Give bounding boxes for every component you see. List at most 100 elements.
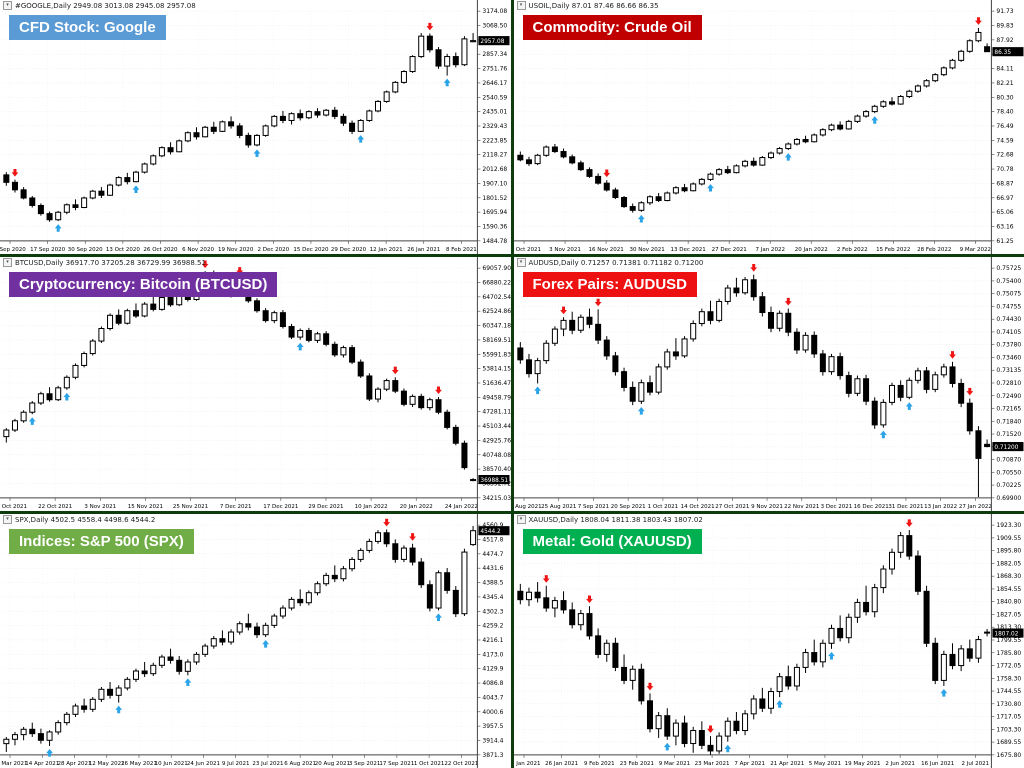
svg-text:30 Nov 2021: 30 Nov 2021 [629, 247, 665, 253]
svg-text:15 Dec 2020: 15 Dec 2020 [293, 247, 329, 253]
svg-text:23 Feb 2021: 23 Feb 2021 [619, 761, 654, 767]
svg-text:19 Nov 2020: 19 Nov 2020 [218, 247, 254, 253]
svg-text:16 Jun 2021: 16 Jun 2021 [921, 761, 955, 767]
svg-text:55991.83: 55991.83 [482, 351, 510, 358]
svg-text:10 Jun 2021: 10 Jun 2021 [155, 761, 189, 767]
svg-text:15 Feb 2022: 15 Feb 2022 [876, 247, 910, 253]
svg-text:1 Oct 2021: 1 Oct 2021 [414, 761, 445, 767]
candlestick-chart-spx[interactable]: 4560.9 4517.8 4474.7 4431.6 4388.5 4345.4 4302… [0, 514, 511, 768]
svg-text:49458.79: 49458.79 [482, 394, 510, 401]
svg-text:12 Jan 2021: 12 Jan 2021 [514, 761, 541, 767]
svg-text:0.72165: 0.72165 [996, 406, 1021, 413]
svg-text:2 Jun 2021: 2 Jun 2021 [885, 761, 915, 767]
svg-text:89.83: 89.83 [996, 22, 1013, 29]
svg-text:66.97: 66.97 [996, 195, 1013, 202]
svg-text:38570.40: 38570.40 [482, 466, 510, 473]
candlestick-chart-audusd[interactable]: 0.75725 0.75400 0.75075 0.74755 0.74430 0.741… [513, 257, 1024, 511]
svg-text:9 Mar 2022: 9 Mar 2022 [959, 247, 990, 253]
svg-text:0.72490: 0.72490 [996, 393, 1021, 400]
symbol-ohlc-text: XAUUSD,Daily 1808.04 1811.38 1803.43 180… [528, 515, 703, 524]
svg-text:4043.7: 4043.7 [482, 694, 503, 701]
svg-text:2857.34: 2857.34 [482, 51, 507, 58]
chart-menu-icon[interactable]: ▾ [3, 258, 12, 267]
svg-text:7 Dec 2021: 7 Dec 2021 [220, 504, 252, 510]
svg-text:29 Dec 2020: 29 Dec 2020 [331, 247, 367, 253]
symbol-ohlc-text: #GOOGLE,Daily 2949.08 3013.08 2945.08 29… [15, 1, 196, 10]
svg-text:9 Feb 2021: 9 Feb 2021 [583, 761, 614, 767]
chart-menu-icon[interactable]: ▾ [3, 515, 12, 524]
svg-text:36988.51: 36988.51 [480, 478, 508, 484]
svg-text:13 Dec 2021: 13 Dec 2021 [670, 247, 706, 253]
svg-text:4517.8: 4517.8 [482, 536, 503, 543]
svg-text:34215.03: 34215.03 [482, 495, 510, 502]
svg-text:24 Jan 2022: 24 Jan 2022 [445, 504, 478, 510]
svg-text:20 Aug 2021: 20 Aug 2021 [315, 761, 351, 767]
svg-text:42925.76: 42925.76 [482, 437, 510, 444]
svg-text:22 Nov 2021: 22 Nov 2021 [784, 504, 820, 510]
svg-text:2435.01: 2435.01 [482, 109, 507, 116]
svg-text:0.74755: 0.74755 [996, 303, 1021, 310]
svg-text:20 Sep 2021: 20 Sep 2021 [610, 504, 645, 510]
chart-panel-google: 3174.083068.502962.922857.342751.762646.… [0, 0, 511, 254]
svg-text:45103.44: 45103.44 [482, 423, 510, 430]
svg-text:1772.05: 1772.05 [996, 663, 1021, 670]
svg-text:0.70550: 0.70550 [996, 469, 1021, 476]
svg-text:14 Oct 2021: 14 Oct 2021 [680, 504, 715, 510]
svg-text:40748.08: 40748.08 [482, 452, 510, 459]
svg-text:4388.5: 4388.5 [482, 580, 503, 587]
chart-symbol-info: ▾ SPX,Daily 4502.5 4558.4 4498.6 4544.2 [3, 515, 155, 524]
svg-text:1758.30: 1758.30 [996, 675, 1021, 682]
svg-text:74.59: 74.59 [996, 137, 1013, 144]
svg-text:3914.4: 3914.4 [482, 737, 503, 744]
svg-text:1484.78: 1484.78 [482, 238, 507, 245]
chart-menu-icon[interactable]: ▾ [516, 258, 526, 267]
svg-text:15 Nov 2021: 15 Nov 2021 [128, 504, 164, 510]
svg-text:26 Jan 2021: 26 Jan 2021 [407, 247, 440, 253]
svg-text:0.73780: 0.73780 [996, 342, 1021, 349]
svg-text:80.30: 80.30 [996, 94, 1013, 101]
svg-text:26 Jan 2021: 26 Jan 2021 [545, 761, 578, 767]
svg-text:3957.5: 3957.5 [482, 723, 503, 730]
svg-text:3871.3: 3871.3 [482, 752, 503, 759]
svg-text:1895.80: 1895.80 [996, 548, 1021, 555]
chart-menu-icon[interactable]: ▾ [516, 1, 526, 10]
svg-text:1868.30: 1868.30 [996, 573, 1021, 580]
svg-text:4 Sep 2020: 4 Sep 2020 [0, 247, 26, 253]
svg-text:3 Nov 2021: 3 Nov 2021 [84, 504, 116, 510]
svg-text:14 Apr 2021: 14 Apr 2021 [25, 761, 60, 767]
svg-text:1801.52: 1801.52 [482, 195, 507, 202]
svg-text:27 Jan 2022: 27 Jan 2022 [958, 504, 991, 510]
chart-menu-icon[interactable]: ▾ [516, 515, 526, 524]
candlestick-chart-gold[interactable]: 1923.30 1909.55 1895.80 1882.05 1868.30 1854.… [513, 514, 1024, 768]
candlestick-chart-crude-oil[interactable]: 91.7389.8387.9286.0284.1182.2180.3078.40… [513, 0, 1024, 254]
svg-text:0.73460: 0.73460 [996, 354, 1021, 361]
svg-text:72.68: 72.68 [996, 152, 1013, 159]
svg-text:12 Oct 2021: 12 Oct 2021 [0, 504, 28, 510]
svg-text:69057.90: 69057.90 [482, 265, 510, 272]
svg-text:1882.05: 1882.05 [996, 560, 1021, 567]
svg-text:1799.55: 1799.55 [996, 637, 1021, 644]
chart-menu-icon[interactable]: ▾ [3, 1, 12, 10]
svg-text:0.71520: 0.71520 [996, 431, 1021, 438]
svg-text:17 Sep 2021: 17 Sep 2021 [379, 761, 414, 767]
svg-text:4560.9: 4560.9 [482, 522, 503, 529]
label-banner-google: CFD Stock: Google [9, 15, 166, 40]
svg-text:10 Jan 2022: 10 Jan 2022 [355, 504, 388, 510]
svg-text:1730.80: 1730.80 [996, 701, 1021, 708]
svg-text:28 Feb 2022: 28 Feb 2022 [917, 247, 951, 253]
svg-text:70.78: 70.78 [996, 166, 1013, 173]
svg-text:17 Dec 2021: 17 Dec 2021 [263, 504, 299, 510]
chart-symbol-info: ▾ AUDUSD,Daily 0.71257 0.71381 0.71182 0… [516, 258, 703, 267]
svg-text:7 Jan 2022: 7 Jan 2022 [755, 247, 785, 253]
svg-text:28 Apr 2021: 28 Apr 2021 [57, 761, 92, 767]
svg-text:4431.6: 4431.6 [482, 565, 503, 572]
svg-text:30 Sep 2020: 30 Sep 2020 [68, 247, 103, 253]
svg-text:1695.94: 1695.94 [482, 209, 507, 216]
chart-symbol-info: ▾ USOIL,Daily 87.01 87.46 86.66 86.35 [516, 1, 659, 10]
svg-text:68.87: 68.87 [996, 180, 1013, 187]
svg-text:0.74105: 0.74105 [996, 329, 1021, 336]
svg-text:2 Feb 2022: 2 Feb 2022 [836, 247, 867, 253]
svg-text:1590.36: 1590.36 [482, 223, 507, 230]
candlestick-chart-google[interactable]: 3174.083068.502962.922857.342751.762646.… [0, 0, 511, 254]
